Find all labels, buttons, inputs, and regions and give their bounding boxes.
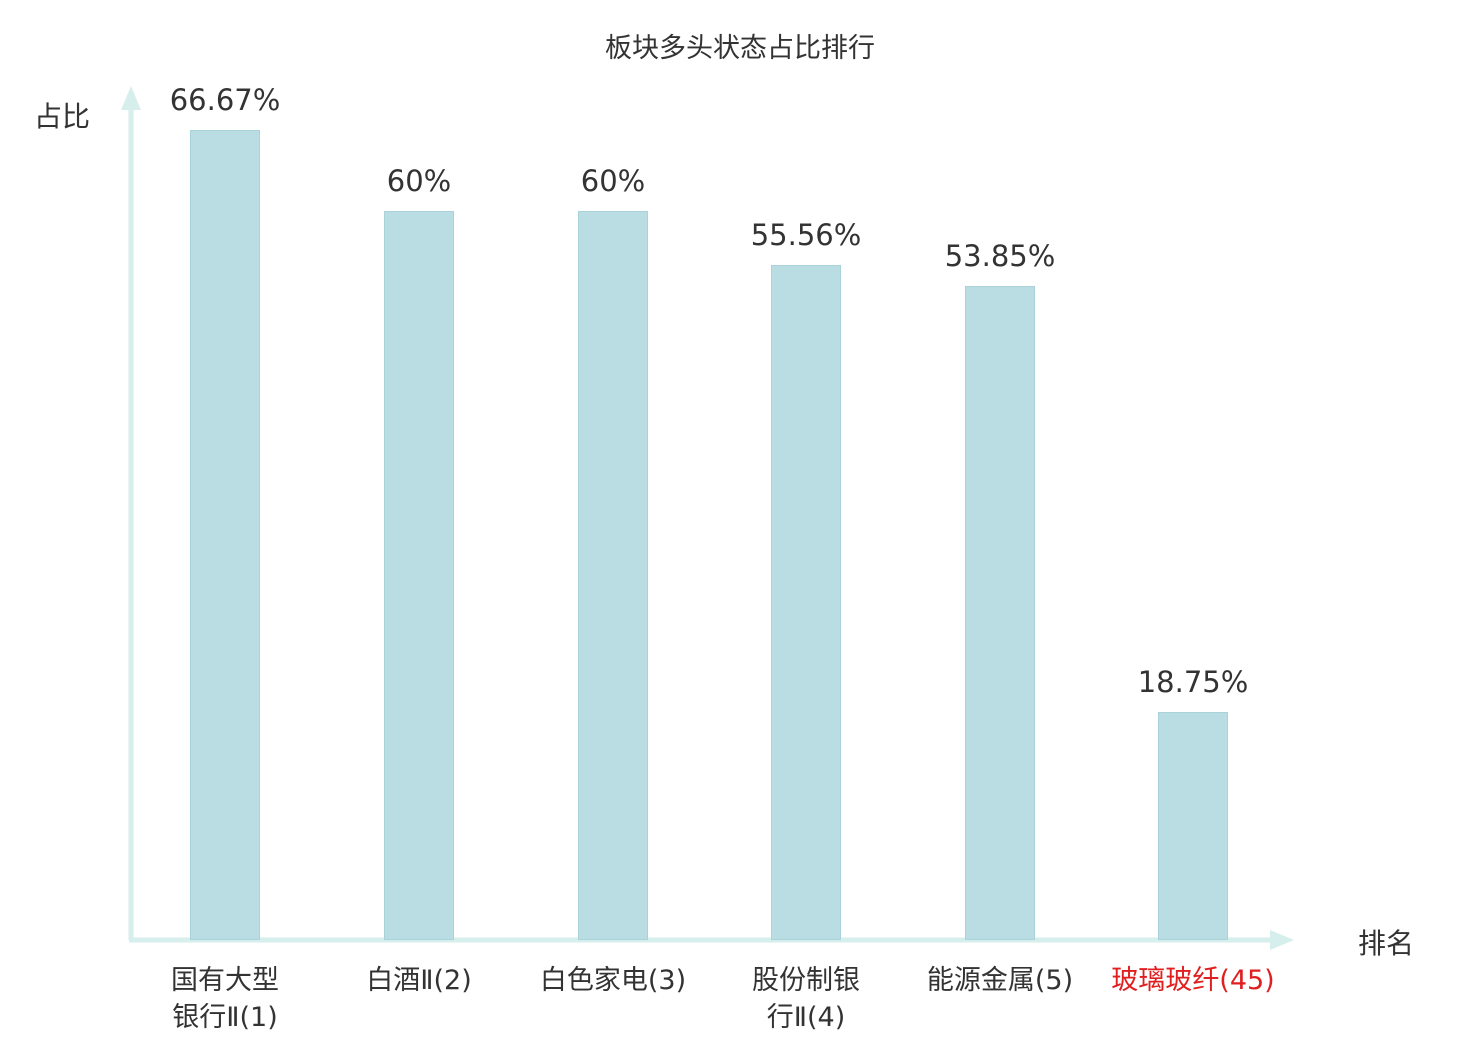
bar (771, 265, 841, 940)
y-axis-label: 占比 (34, 100, 91, 133)
chart-title: 板块多头状态占比排行 (605, 33, 875, 64)
bar-value-label: 60% (580, 164, 646, 198)
bar-category-label: 白色家电(3) (539, 965, 687, 996)
y-axis-arrow-icon (121, 86, 141, 110)
bar-value-label: 66.67% (169, 83, 281, 117)
bar-value-label: 18.75% (1137, 665, 1249, 699)
bar-category-label: 白酒Ⅱ(2) (366, 965, 472, 996)
bar (965, 286, 1035, 940)
bar (384, 211, 454, 940)
bar-value-label: 60% (386, 164, 452, 198)
bar-value-label: 55.56% (750, 218, 862, 252)
bar-value-label: 53.85% (944, 239, 1056, 273)
x-axis-label: 排名 (1358, 927, 1415, 960)
bar (190, 130, 260, 940)
bar-category-label: 股份制银 行Ⅱ(4) (752, 965, 860, 1033)
bar-category-label: 能源金属(5) (926, 965, 1074, 996)
bar (1158, 712, 1228, 940)
bar-category-label: 玻璃玻纤(45) (1111, 965, 1275, 996)
bar-category-label: 国有大型 银行Ⅱ(1) (171, 965, 279, 1033)
bar (578, 211, 648, 940)
x-axis-arrow-icon (1270, 930, 1294, 950)
